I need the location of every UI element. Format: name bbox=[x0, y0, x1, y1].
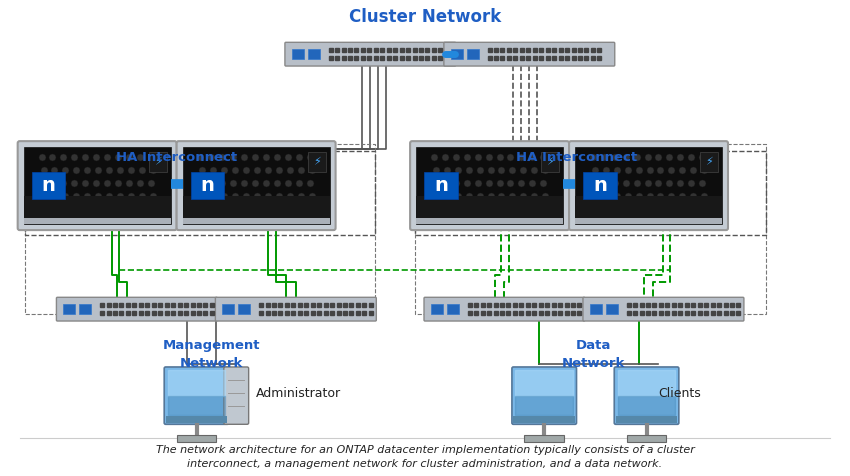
Bar bbox=[24, 147, 171, 224]
Bar bbox=[575, 197, 722, 220]
Bar bbox=[238, 304, 250, 314]
Bar bbox=[626, 435, 666, 442]
Text: Management
Network: Management Network bbox=[162, 339, 260, 370]
FancyBboxPatch shape bbox=[583, 298, 744, 321]
Bar bbox=[183, 147, 330, 224]
FancyBboxPatch shape bbox=[424, 298, 585, 321]
Text: Cluster Network: Cluster Network bbox=[348, 8, 502, 26]
Bar bbox=[615, 416, 677, 423]
Bar bbox=[513, 416, 575, 423]
Bar bbox=[590, 304, 602, 314]
Text: n: n bbox=[42, 176, 55, 195]
Bar bbox=[31, 172, 65, 199]
Bar bbox=[467, 49, 479, 59]
FancyBboxPatch shape bbox=[615, 367, 679, 424]
Bar bbox=[583, 172, 617, 199]
Bar bbox=[424, 172, 458, 199]
Bar bbox=[447, 304, 459, 314]
Bar bbox=[524, 435, 564, 442]
Text: n: n bbox=[201, 176, 214, 195]
Text: ⚡: ⚡ bbox=[547, 157, 554, 167]
Bar bbox=[177, 435, 217, 442]
Bar bbox=[431, 304, 443, 314]
Bar bbox=[700, 152, 718, 172]
FancyBboxPatch shape bbox=[285, 42, 456, 66]
Text: ⚡: ⚡ bbox=[154, 157, 162, 167]
Bar bbox=[292, 49, 303, 59]
Bar bbox=[575, 147, 722, 224]
Bar bbox=[575, 218, 722, 224]
Text: HA Interconnect: HA Interconnect bbox=[517, 151, 638, 164]
Bar bbox=[415, 151, 766, 235]
FancyBboxPatch shape bbox=[224, 367, 249, 424]
Bar bbox=[24, 197, 171, 220]
Bar bbox=[308, 152, 326, 172]
Bar bbox=[25, 151, 376, 235]
Bar bbox=[416, 147, 563, 224]
Text: n: n bbox=[593, 176, 607, 195]
FancyBboxPatch shape bbox=[512, 367, 576, 424]
Bar bbox=[24, 218, 171, 224]
Bar bbox=[308, 49, 320, 59]
Text: ⚡: ⚡ bbox=[706, 157, 713, 167]
FancyBboxPatch shape bbox=[444, 42, 615, 66]
Text: The network architecture for an ONTAP datacenter implementation typically consis: The network architecture for an ONTAP da… bbox=[156, 446, 694, 456]
FancyBboxPatch shape bbox=[177, 141, 336, 230]
Bar bbox=[223, 304, 235, 314]
FancyBboxPatch shape bbox=[410, 141, 569, 230]
Text: HA Interconnect: HA Interconnect bbox=[116, 151, 237, 164]
Bar bbox=[79, 304, 91, 314]
Bar bbox=[149, 152, 167, 172]
Bar bbox=[416, 197, 563, 220]
Bar bbox=[416, 218, 563, 224]
Text: Administrator: Administrator bbox=[256, 387, 341, 400]
Bar bbox=[541, 152, 559, 172]
Text: Data
Network: Data Network bbox=[562, 339, 626, 370]
Bar bbox=[25, 144, 376, 314]
FancyBboxPatch shape bbox=[215, 298, 377, 321]
Bar bbox=[183, 218, 330, 224]
Bar bbox=[166, 416, 227, 423]
Text: ⚡: ⚡ bbox=[313, 157, 320, 167]
Text: n: n bbox=[434, 176, 448, 195]
FancyBboxPatch shape bbox=[56, 298, 218, 321]
Text: Clients: Clients bbox=[659, 387, 701, 400]
FancyBboxPatch shape bbox=[164, 367, 229, 424]
Text: interconnect, a management network for cluster administration, and a data networ: interconnect, a management network for c… bbox=[188, 459, 662, 469]
FancyBboxPatch shape bbox=[569, 141, 728, 230]
Bar bbox=[415, 144, 766, 314]
Bar bbox=[606, 304, 618, 314]
Bar bbox=[450, 49, 462, 59]
FancyBboxPatch shape bbox=[18, 141, 177, 230]
Bar bbox=[183, 197, 330, 220]
Bar bbox=[190, 172, 224, 199]
Bar bbox=[64, 304, 76, 314]
